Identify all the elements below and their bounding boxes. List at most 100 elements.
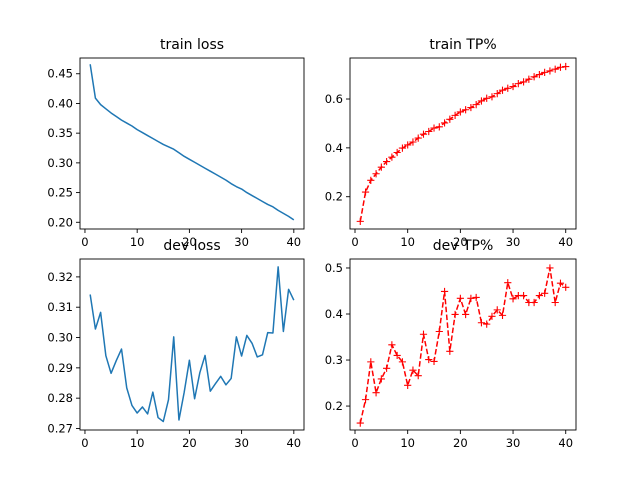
dev-tp-point-marker	[509, 295, 517, 303]
train-tp-point-marker	[404, 141, 412, 149]
dev-tp-point-marker	[462, 310, 470, 319]
train-tp-point-marker	[519, 78, 528, 86]
train-tp-point-marker	[393, 148, 401, 157]
train-loss-x-tick-label: 20	[182, 235, 197, 249]
train-loss-series-line	[89, 64, 295, 221]
train-loss-x-tick-label: 30	[234, 235, 249, 249]
train-tp-point-marker	[493, 90, 501, 98]
train-loss-y-tick-label: 0.35	[47, 126, 73, 140]
train-loss-y-tick-label: 0.45	[47, 67, 73, 81]
train-tp-point-marker	[409, 138, 417, 146]
train-tp-x-tick-label: 10	[400, 235, 415, 249]
train-tp-point-marker	[472, 101, 480, 109]
train-tp-x-tick-label: 40	[558, 235, 573, 249]
train-tp-point-marker	[488, 93, 496, 101]
train-tp-point-marker	[525, 75, 533, 83]
train-tp-point-marker	[467, 103, 475, 112]
train-tp-point-marker	[483, 94, 491, 102]
train-tp-point-marker	[535, 70, 543, 79]
dev-loss-x-tick-label: 20	[182, 436, 197, 450]
dev-tp-point-marker	[414, 372, 422, 380]
dev-tp-point-marker	[493, 306, 501, 314]
dev-tp-point-marker	[435, 327, 443, 336]
train-tp-point-marker	[430, 124, 438, 132]
dev-tp-point-marker	[472, 293, 480, 302]
dev-tp-point-marker	[535, 291, 543, 300]
train-loss-x-tick-label: 0	[81, 235, 88, 249]
train-tp-point-marker	[440, 119, 449, 127]
train-tp-point-marker	[477, 97, 486, 105]
dev-tp-panel: 0 10 20 30 40 0.2 0.3 0.4 0.5 dev TP%	[325, 238, 577, 450]
train-tp-title: train TP%	[429, 37, 496, 53]
train-tp-point-marker	[541, 68, 549, 76]
train-tp-point-marker	[377, 163, 385, 171]
train-loss-y-tick-label: 0.40	[47, 96, 73, 110]
dev-tp-point-marker	[541, 289, 549, 297]
dev-tp-point-marker	[367, 358, 375, 366]
dev-tp-point-marker	[446, 347, 454, 355]
dev-tp-y-tick-label: 0.3	[325, 353, 343, 367]
dev-tp-point-marker	[388, 341, 396, 349]
dev-tp-x-tick-label: 40	[558, 436, 573, 450]
dev-tp-point-marker	[404, 381, 412, 389]
train-tp-point-marker	[356, 217, 364, 225]
train-loss-axes-frame	[79, 57, 305, 230]
train-tp-point-marker	[372, 170, 380, 178]
train-tp-point-marker	[388, 153, 396, 161]
dev-tp-point-marker	[488, 312, 496, 320]
train-tp-point-marker	[556, 63, 565, 71]
train-tp-point-marker	[419, 130, 428, 138]
train-tp-point-marker	[383, 157, 391, 166]
dev-tp-point-marker	[546, 264, 554, 272]
dev-loss-x-tick-label: 30	[234, 436, 249, 450]
dev-tp-y-tick-label: 0.4	[325, 307, 343, 321]
dev-tp-title: dev TP%	[433, 238, 494, 254]
train-tp-point-marker	[425, 127, 433, 136]
train-tp-point-marker	[414, 134, 422, 142]
dev-tp-point-marker	[356, 419, 364, 427]
train-loss-y-tick-label: 0.25	[47, 186, 73, 200]
dev-tp-point-marker	[377, 375, 385, 383]
dev-tp-point-marker	[383, 364, 391, 372]
train-loss-panel: 0 10 20 30 40 0.20 0.25 0.30 0.35 0.40 0.45 train l…	[47, 37, 305, 249]
train-tp-point-marker	[546, 67, 554, 75]
dev-tp-point-marker	[483, 320, 491, 328]
dev-tp-y-tick-label: 0.2	[325, 399, 343, 413]
train-tp-point-marker	[530, 73, 538, 81]
dev-tp-point-marker	[372, 389, 380, 397]
train-tp-series-line	[359, 65, 566, 222]
dev-loss-y-tick-label: 0.27	[47, 421, 73, 435]
dev-tp-point-marker	[551, 298, 559, 307]
train-tp-point-marker	[456, 108, 464, 116]
train-tp-point-marker	[504, 84, 512, 92]
train-tp-y-tick-label: 0.4	[325, 141, 343, 155]
dev-tp-point-marker	[440, 287, 449, 296]
train-tp-y-tick-label: 0.2	[325, 190, 343, 204]
dev-tp-point-marker	[504, 279, 512, 287]
dev-loss-x-tick-label: 10	[130, 436, 145, 450]
train-tp-panel: 0 10 20 30 40 0.2 0.4 0.6 train TP%	[325, 37, 577, 249]
train-tp-point-marker	[562, 62, 570, 71]
dev-tp-point-marker	[477, 319, 486, 327]
dev-loss-panel: 0 10 20 30 40 0.27 0.28 0.29 0.30 0.31 0.32 dev los…	[47, 238, 305, 450]
dev-loss-x-tick-label: 40	[286, 436, 301, 450]
dev-loss-y-tick-label: 0.28	[47, 391, 73, 405]
train-tp-point-marker	[435, 123, 443, 131]
dev-loss-y-tick-label: 0.30	[47, 331, 73, 345]
train-tp-point-marker	[498, 86, 507, 94]
dev-tp-point-marker	[467, 294, 475, 302]
dev-loss-title: dev loss	[163, 238, 220, 254]
dev-tp-point-marker	[451, 310, 459, 319]
dev-tp-point-marker	[556, 279, 565, 287]
train-tp-point-marker	[514, 80, 522, 88]
train-tp-x-tick-label: 0	[351, 235, 358, 249]
dev-tp-point-marker	[519, 291, 528, 300]
dev-loss-y-tick-label: 0.31	[47, 300, 73, 314]
dev-loss-x-tick-label: 0	[81, 436, 88, 450]
dev-tp-point-marker	[419, 330, 428, 338]
dev-tp-point-marker	[393, 351, 401, 360]
train-loss-y-tick-label: 0.20	[47, 215, 73, 229]
dev-tp-point-marker	[361, 396, 370, 404]
